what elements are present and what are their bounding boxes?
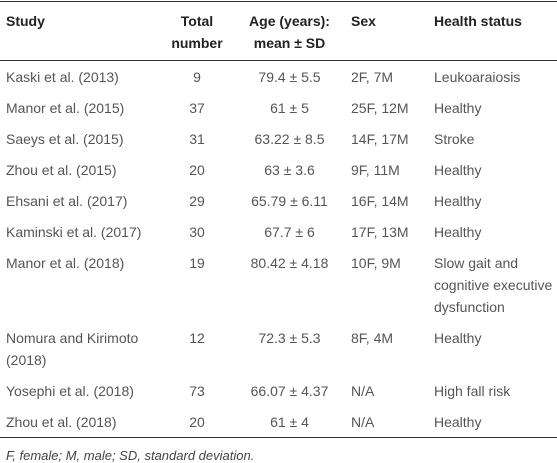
table-row: Kaminski et al. (2017) 30 67.7 ± 6 17F, 13M… bbox=[0, 216, 557, 247]
table-cell: 17F, 13M bbox=[351, 224, 409, 240]
table-cell: 61 ± 4 bbox=[232, 406, 345, 438]
table-cell: Leukoaraiosis bbox=[434, 69, 521, 85]
table-cell: 14F, 17M bbox=[351, 131, 409, 147]
table-cell: 63.22 ± 8.5 bbox=[254, 131, 325, 147]
table-cell: 66.07 ± 4.37 bbox=[250, 383, 329, 399]
table-cell: 20 bbox=[189, 162, 205, 178]
table-cell: 9 bbox=[193, 69, 201, 85]
table-cell: Healthy bbox=[428, 406, 557, 438]
table-cell: 19 bbox=[189, 255, 205, 271]
header-row: Study Total number Age (years): mean ± SD S… bbox=[0, 1, 557, 61]
table-cell: 67.7 ± 6 bbox=[264, 224, 315, 240]
table-cell: Manor et al. (2015) bbox=[6, 100, 125, 116]
table-cell: 61 ± 5 bbox=[270, 100, 309, 116]
table-cell: High fall risk bbox=[434, 383, 511, 399]
table-cell: Kaminski et al. (2017) bbox=[6, 224, 142, 240]
table-row: Kaski et al. (2013) 9 79.4 ± 5.5 2F, 7M Leuk… bbox=[0, 61, 557, 93]
column-header: Age (years): mean ± SD bbox=[232, 1, 345, 61]
table-cell: 37 bbox=[189, 100, 205, 116]
table-cell: Zhou et al. (2015) bbox=[6, 162, 117, 178]
table-cell: Stroke bbox=[434, 131, 475, 147]
table-cell: 10F, 9M bbox=[351, 255, 401, 271]
table-cell: Manor et al. (2018) bbox=[6, 255, 125, 271]
table-cell: 20 bbox=[160, 406, 232, 438]
table-row: Yosephi et al. (2018) 73 66.07 ± 4.37 N/A Hi… bbox=[0, 375, 557, 406]
table-cell: 31 bbox=[189, 131, 205, 147]
table-row: Zhou et al. (2018) 20 61 ± 4 N/A Healthy bbox=[0, 406, 557, 438]
column-header: Study bbox=[0, 1, 160, 61]
table-cell: Healthy bbox=[434, 162, 482, 178]
table-cell: 73 bbox=[189, 383, 205, 399]
table-cell: N/A bbox=[345, 406, 428, 438]
table-cell: 25F, 12M bbox=[351, 100, 409, 116]
table-cell: 80.42 ± 4.18 bbox=[250, 255, 329, 271]
table-cell: Healthy bbox=[434, 193, 482, 209]
table-cell: Healthy bbox=[434, 330, 482, 346]
table-cell: Ehsani et al. (2017) bbox=[6, 193, 128, 209]
table-cell: 30 bbox=[189, 224, 205, 240]
table-cell: Nomura and Kirimoto (2018) bbox=[6, 330, 139, 368]
table-cell: Healthy bbox=[434, 100, 482, 116]
data-table: Study Total number Age (years): mean ± SD S… bbox=[0, 1, 557, 438]
table-cell: Saeys et al. (2015) bbox=[6, 131, 124, 147]
table-cell: Slow gait and cognitive executive dysfun… bbox=[434, 255, 553, 315]
table-row: Manor et al. (2015) 37 61 ± 5 25F, 12M Healt… bbox=[0, 92, 557, 123]
table-cell: 12 bbox=[189, 330, 205, 346]
table-cell: 63 ± 3.6 bbox=[264, 162, 315, 178]
column-header: Total number bbox=[160, 1, 232, 61]
footnote: F, female; M, male; SD, standard deviati… bbox=[6, 448, 255, 463]
table-row: Manor et al. (2018) 19 80.42 ± 4.18 10F, 9M… bbox=[0, 247, 557, 322]
table-cell: Kaski et al. (2013) bbox=[6, 69, 119, 85]
table-row: Saeys et al. (2015) 31 63.22 ± 8.5 14F, 17M… bbox=[0, 123, 557, 154]
table-cell: 29 bbox=[189, 193, 205, 209]
column-header: Sex bbox=[345, 1, 428, 61]
table-row: Ehsani et al. (2017) 29 65.79 ± 6.11 16F, 1… bbox=[0, 185, 557, 216]
column-header: Health status bbox=[428, 1, 557, 61]
table-cell: 65.79 ± 6.11 bbox=[251, 193, 328, 209]
table-cell: Healthy bbox=[434, 224, 482, 240]
table-cell: 79.4 ± 5.5 bbox=[258, 69, 321, 85]
table-cell: 2F, 7M bbox=[351, 69, 394, 85]
table-cell: 72.3 ± 5.3 bbox=[258, 330, 321, 346]
table-cell: Zhou et al. (2018) bbox=[0, 406, 160, 438]
table-row: Zhou et al. (2015) 20 63 ± 3.6 9F, 11M Healt… bbox=[0, 154, 557, 185]
table-cell: N/A bbox=[351, 383, 375, 399]
table-cell: 9F, 11M bbox=[351, 162, 400, 178]
table-cell: Yosephi et al. (2018) bbox=[6, 383, 134, 399]
table-row: Nomura and Kirimoto (2018) 12 72.3 ± 5.3 8F… bbox=[0, 322, 557, 375]
table-cell: 8F, 4M bbox=[351, 330, 394, 346]
table-body: Kaski et al. (2013) 9 79.4 ± 5.5 2F, 7M Leuk… bbox=[0, 61, 557, 438]
table-cell: 16F, 14M bbox=[351, 193, 409, 209]
